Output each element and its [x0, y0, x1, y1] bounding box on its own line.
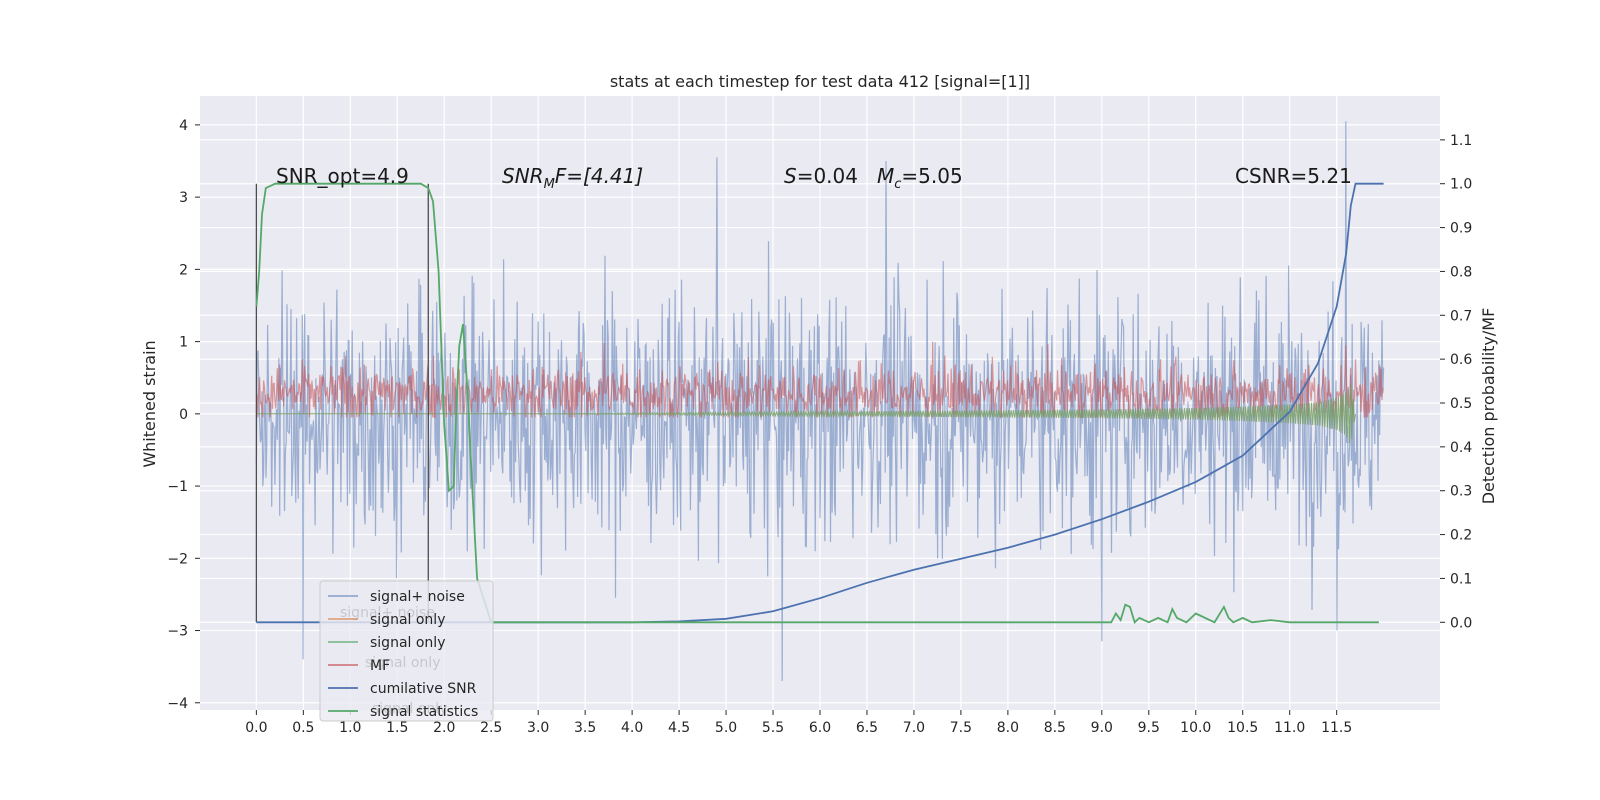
x-tick-label: 1.0: [339, 720, 361, 736]
y2-tick-label: 0.5: [1450, 396, 1472, 412]
series-signal-noise: [255, 121, 1385, 682]
legend-label: signal only: [370, 635, 445, 651]
y-tick-label: 2: [179, 262, 188, 278]
annotation-snr-opt: SNR_opt=4.9: [276, 164, 409, 188]
annotation-csnr: CSNR=5.21: [1235, 164, 1352, 188]
y2-tick-label: 0.0: [1450, 615, 1472, 631]
legend-label: cumilative SNR: [370, 681, 477, 697]
annotation-s-main: S: [784, 164, 797, 188]
x-tick-label: 11.5: [1321, 720, 1352, 736]
legend-ghost-label: signal+ noise: [340, 605, 435, 621]
signal-only-green-line: [256, 385, 1356, 444]
legend-label: MF: [370, 658, 390, 674]
y2-tick-label: 0.7: [1450, 308, 1472, 324]
y2-axis-label: Detection probability/MF: [1479, 308, 1498, 505]
x-tick-label: 10.5: [1227, 720, 1258, 736]
x-tick-label: 7.0: [903, 720, 925, 736]
x-tick-label: 8.5: [1044, 720, 1066, 736]
series-signal-only: [256, 385, 1356, 444]
y-tick-label: 1: [179, 335, 188, 351]
y2-axis-ticks: 1.1 1.0 0.9 0.8 0.7 0.6 0.5 0.4 0.3 0.2 0.1 0.0: [1440, 133, 1472, 631]
annotation-mc: Mc=5.05: [877, 164, 963, 192]
y-tick-label: −3: [167, 624, 188, 640]
x-tick-label: 2.0: [433, 720, 455, 736]
y-tick-label: −4: [167, 696, 188, 712]
y2-tick-label: 0.8: [1450, 264, 1472, 280]
legend-label: signal statistics: [370, 704, 478, 720]
vertical-markers: [255, 183, 429, 623]
y2-tick-label: 0.1: [1450, 571, 1472, 587]
x-tick-label: 11.0: [1274, 720, 1305, 736]
y2-tick-label: 0.2: [1450, 528, 1472, 544]
annotation-snr-mf-rest: F=[4.41]: [555, 164, 643, 188]
x-tick-label: 9.5: [1138, 720, 1160, 736]
x-tick-label: 4.5: [668, 720, 690, 736]
x-tick-label: 1.5: [386, 720, 408, 736]
x-tick-label: 6.5: [856, 720, 878, 736]
annotation-snr-mf-main: SNR: [502, 164, 544, 188]
y-tick-label: 3: [179, 190, 188, 206]
annotation-snr-mf: SNRMF=[4.41]: [502, 164, 643, 192]
signal-statistics-line: [255, 182, 1379, 624]
legend-box: [319, 580, 494, 722]
x-tick-label: 5.0: [715, 720, 737, 736]
x-tick-label: 0.5: [292, 720, 314, 736]
x-tick-label: 4.0: [621, 720, 643, 736]
x-tick-label: 9.0: [1091, 720, 1113, 736]
x-tick-label: 6.0: [809, 720, 831, 736]
y2-tick-label: 0.3: [1450, 484, 1472, 500]
annotation-mc-main: M: [877, 164, 894, 188]
x-tick-label: 3.0: [527, 720, 549, 736]
y2-tick-label: 1.1: [1450, 133, 1472, 149]
x-tick-label: 8.0: [997, 720, 1019, 736]
y-tick-label: 4: [179, 118, 188, 134]
y2-tick-label: 0.4: [1450, 440, 1472, 456]
annotation-mc-rest: =5.05: [901, 164, 962, 188]
y-tick-label: −1: [167, 479, 188, 495]
annotation-snr-mf-sub: M: [544, 177, 555, 192]
y-axis-label: Whitened strain: [140, 340, 159, 467]
signal-noise-line: [255, 121, 1385, 682]
x-tick-label: 5.5: [762, 720, 784, 736]
legend-ghost-label: signal only: [365, 655, 440, 671]
y2-tick-label: 0.6: [1450, 352, 1472, 368]
legend-label: signal only: [370, 612, 445, 628]
annotation-mc-sub: c: [894, 177, 901, 192]
x-tick-label: 3.5: [574, 720, 596, 736]
y-tick-label: −2: [167, 551, 188, 567]
annotation-s-rest: =0.04: [797, 164, 858, 188]
y-tick-label: 0: [179, 407, 188, 423]
x-tick-label: 7.5: [950, 720, 972, 736]
y-axis-ticks: 4 3 2 1 0 −1 −2 −3 −4: [167, 118, 200, 712]
x-tick-label: 0.0: [245, 720, 267, 736]
x-tick-label: 2.5: [480, 720, 502, 736]
y2-tick-label: 1.0: [1450, 177, 1472, 193]
x-tick-label: 10.0: [1180, 720, 1211, 736]
series-signal-statistics: [255, 182, 1379, 624]
annotation-s: S=0.04: [784, 164, 858, 188]
legend-label: signal+ noise: [370, 589, 465, 605]
y2-tick-label: 0.9: [1450, 221, 1472, 237]
legend-ghost-label: signal only: [372, 701, 447, 717]
chart-title: stats at each timestep for test data 412…: [610, 72, 1030, 91]
x-axis-ticks: 0.0 0.5 1.0 1.5 2.0 2.5 3.0 3.5 4.0 4.5 5.0 5.5 6.0 6…: [245, 710, 1352, 736]
